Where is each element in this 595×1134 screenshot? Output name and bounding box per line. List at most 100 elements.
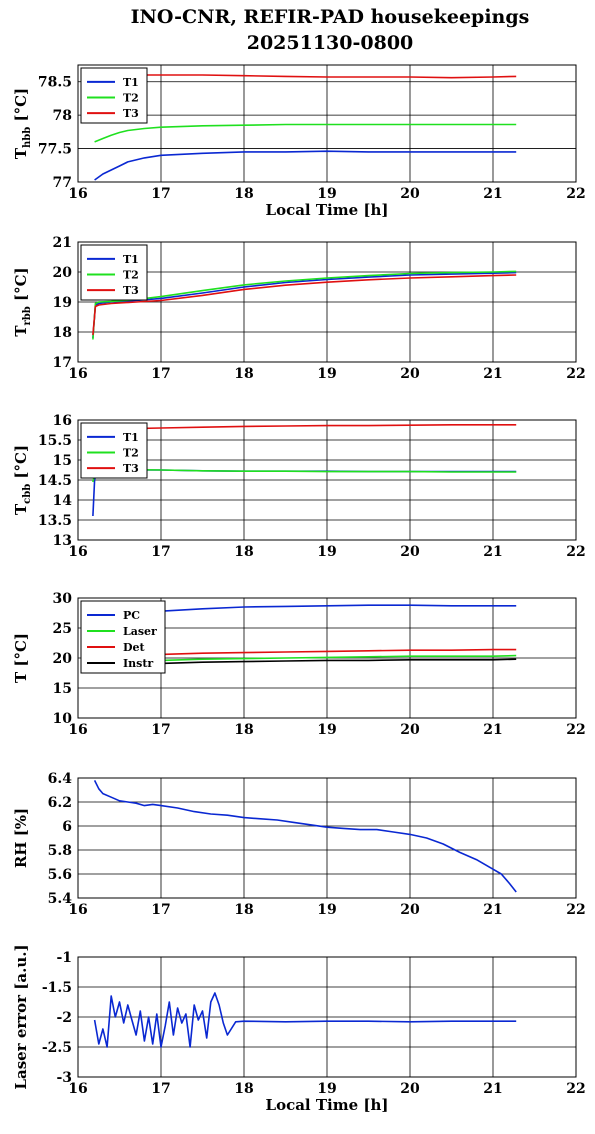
plot-frame: [77, 777, 577, 899]
x-tick-label: 16: [68, 1081, 87, 1097]
legend-label-laser: Laser: [123, 625, 157, 638]
x-tick-label: 21: [483, 722, 502, 738]
series-line-t1: [92, 469, 517, 517]
y-tick-label: 14: [53, 493, 73, 509]
x-tick-label: 16: [68, 366, 87, 382]
series-line-t3: [94, 74, 517, 79]
figure-title-line2: 20251130-0800: [246, 32, 414, 54]
legend-label-instr: Instr: [123, 657, 153, 670]
plot-frame: [77, 241, 577, 363]
series-line-data: [93, 992, 517, 1048]
y-axis-label: Trbb [°C]: [12, 267, 33, 336]
y-tick-label: 77.5: [38, 142, 72, 158]
x-tick-label: 16: [68, 186, 87, 202]
plot-frame: [77, 419, 577, 541]
y-tick-label: 13.5: [38, 513, 72, 529]
x-tick-label: 19: [317, 366, 336, 382]
legend-label-det: Det: [123, 641, 146, 654]
x-tick-label: 18: [234, 544, 253, 560]
legend-label-t1: T1: [123, 76, 139, 89]
chart-panel-4: 16 17 18 19 20 21 22 10 15 20 25 30 T [°C] PC Laser Det…: [12, 591, 586, 738]
series-line-t3: [92, 274, 517, 336]
legend: T1 T2 T3: [80, 422, 148, 479]
x-tick-label: 16: [68, 544, 87, 560]
y-tick-label: 5.8: [48, 843, 72, 859]
x-tick-label: 22: [566, 902, 585, 918]
x-tick-label: 21: [483, 186, 502, 202]
x-tick-label: 18: [234, 366, 253, 382]
y-tick-label: 6: [62, 819, 72, 835]
plot-frame: [77, 64, 577, 183]
x-tick-label: 18: [234, 186, 253, 202]
legend-label-t2: T2: [123, 447, 139, 460]
x-tick-label: 18: [234, 902, 253, 918]
x-tick-label: 16: [68, 902, 87, 918]
figure-title-line1: INO-CNR, REFIR-PAD housekeepings: [130, 6, 530, 28]
y-axis-label: T [°C]: [12, 633, 30, 683]
y-tick-label: 17: [53, 355, 72, 371]
y-axis-label: RH [%]: [12, 808, 30, 868]
y-tick-label: 6.2: [48, 795, 72, 811]
x-tick-label: 22: [566, 1081, 585, 1097]
y-tick-label: 20: [53, 651, 73, 667]
x-tick-label: 22: [566, 366, 585, 382]
x-tick-label: 21: [483, 544, 502, 560]
y-axis-label: Thbb [°C]: [12, 88, 33, 159]
legend-label-pc: PC: [123, 609, 140, 622]
y-tick-label: 13: [53, 533, 72, 549]
x-tick-label: 19: [317, 544, 336, 560]
y-axis-label: Tcbb [°C]: [12, 445, 33, 515]
x-tick-label: 20: [400, 902, 420, 918]
chart-panel-5: 16 17 18 19 20 21 22 5.4 5.6 5.8 6 6.2 6.4 RH [%]: [12, 771, 586, 918]
series-line-data: [93, 780, 517, 893]
y-tick-label: 19: [53, 295, 72, 311]
x-tick-label: 17: [151, 902, 170, 918]
series-line-t2: [94, 123, 517, 143]
chart-panel-6: 16 17 18 19 20 21 22 -3 -2.5 -2 -1.5 -1 Local Time […: [12, 944, 586, 1114]
legend: PC Laser Det Instr: [80, 600, 166, 674]
legend-label-t3: T3: [123, 284, 139, 297]
y-tick-label: -2.5: [42, 1040, 72, 1056]
series-line-t1: [94, 150, 517, 181]
y-tick-label: 21: [53, 235, 72, 251]
x-tick-label: 20: [400, 1081, 420, 1097]
x-tick-label: 17: [151, 186, 170, 202]
chart-panel-1: 16 17 18 19 20 21 22 77 77.5 78 78.5 Local Time [h]…: [12, 64, 586, 219]
x-tick-label: 17: [151, 544, 170, 560]
y-tick-label: 16: [53, 413, 72, 429]
y-tick-label: 5.4: [48, 891, 73, 907]
x-tick-label: 20: [400, 722, 420, 738]
y-tick-label: 78: [53, 108, 72, 124]
y-tick-label: -3: [56, 1070, 72, 1086]
y-axis-label: Laser error [a.u.]: [12, 944, 30, 1089]
x-tick-label: 19: [317, 722, 336, 738]
plot-frame: [77, 956, 577, 1078]
x-tick-label: 19: [317, 1081, 336, 1097]
plot-frame: [77, 597, 577, 719]
figure-title: INO-CNR, REFIR-PAD housekeepings 2025113…: [0, 4, 595, 56]
y-tick-label: 78.5: [38, 75, 72, 91]
y-tick-label: 18: [53, 325, 72, 341]
x-tick-label: 19: [317, 186, 336, 202]
y-tick-label: -2: [56, 1010, 72, 1026]
legend-label-t3: T3: [123, 107, 139, 120]
y-tick-label: 5.6: [48, 867, 72, 883]
legend-label-t2: T2: [123, 269, 139, 282]
y-tick-label: 14.5: [38, 473, 72, 489]
legend-label-t3: T3: [123, 462, 139, 475]
x-tick-label: 20: [400, 186, 420, 202]
x-axis-label: Local Time [h]: [266, 201, 389, 219]
x-tick-label: 22: [566, 186, 585, 202]
series-line-t3: [94, 423, 517, 430]
y-tick-label: -1: [56, 950, 72, 966]
y-tick-label: 30: [53, 591, 73, 607]
x-tick-label: 21: [483, 366, 502, 382]
legend: T1 T2 T3: [80, 67, 148, 124]
x-tick-label: 20: [400, 366, 420, 382]
chart-panel-3: 16 17 18 19 20 21 22 13 13.5 14 14.5 15 15.5 16 Tcbb […: [12, 413, 586, 560]
legend-label-t2: T2: [123, 92, 139, 105]
legend-label-t1: T1: [123, 431, 139, 444]
y-tick-label: 6.4: [48, 771, 73, 787]
y-tick-label: 20: [53, 265, 73, 281]
